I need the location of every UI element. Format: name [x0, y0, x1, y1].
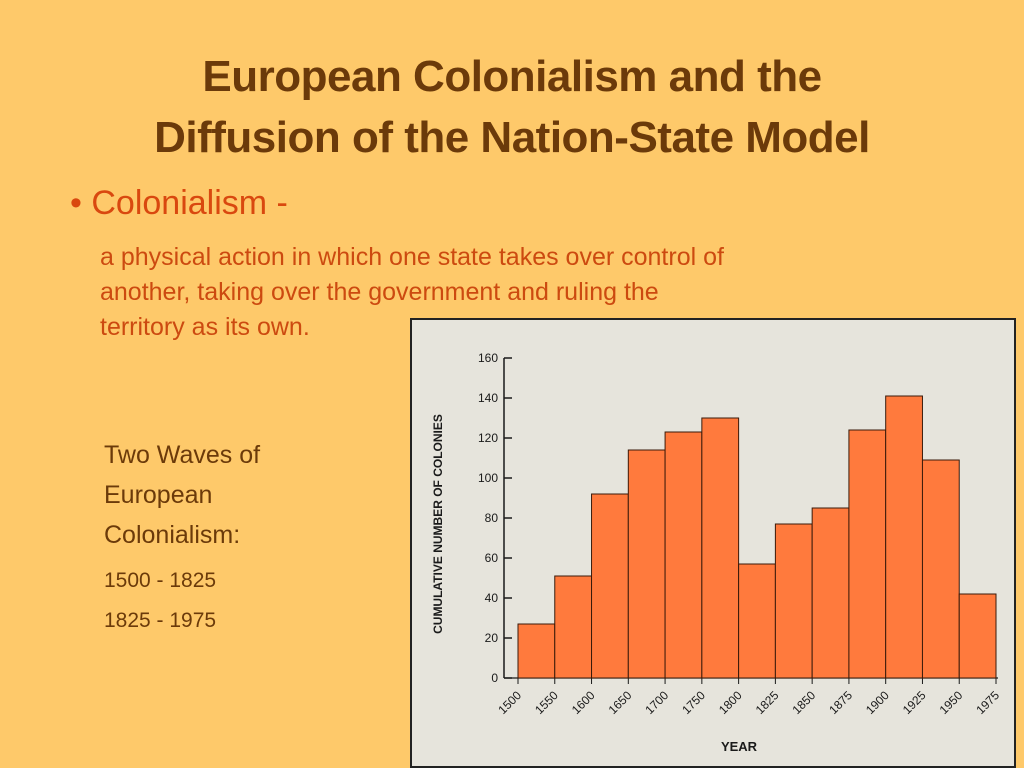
colonialism-waves: Two Waves of European Colonialism: 1500 …	[104, 435, 384, 635]
definition-line-3: territory as its own.	[100, 313, 310, 341]
bar	[517, 623, 556, 679]
y-axis-label: CUMULATIVE NUMBER OF COLONIES	[431, 414, 445, 634]
y-axis: 0 20 40 60 80 100 120 140 160	[478, 351, 512, 685]
x-tick-label: 1975	[973, 688, 1002, 717]
y-tick-label: 60	[485, 551, 499, 565]
bullet-dot-icon: •	[70, 184, 82, 222]
wave-2-range: 1825 - 1975	[104, 609, 217, 632]
waves-heading-line-2: European	[104, 481, 213, 509]
y-tick-label: 0	[491, 671, 498, 685]
x-tick-label: 1825	[753, 688, 782, 717]
y-tick-label: 160	[478, 351, 498, 365]
colonies-chart: 0 20 40 60 80 100 120 140 160 1500 1550 1600 1650 17…	[410, 318, 1016, 768]
slide-title: European Colonialism and the Diffusion o…	[0, 46, 1024, 168]
slide-title-line-1: European Colonialism and the	[202, 52, 822, 101]
y-tick-label: 80	[485, 511, 499, 525]
bars	[517, 395, 997, 679]
x-tick-label: 1875	[826, 688, 855, 717]
colonialism-definition: a physical action in which one state tak…	[100, 240, 960, 345]
bar	[738, 563, 776, 679]
waves-heading: Two Waves of European Colonialism:	[104, 435, 384, 555]
bar	[591, 493, 629, 679]
x-tick-label: 1925	[900, 688, 929, 717]
x-tick-label: 1750	[679, 688, 708, 717]
bar	[848, 429, 887, 679]
bar	[958, 593, 997, 679]
x-tick-label: 1800	[716, 688, 745, 717]
bullet-colonialism: • Colonialism -	[70, 184, 288, 223]
x-tick-label: 1700	[642, 688, 671, 717]
x-tick-label: 1850	[789, 688, 818, 717]
bar	[627, 449, 666, 679]
x-tick-label: 1600	[569, 688, 598, 717]
bar	[664, 431, 703, 679]
bar	[701, 417, 740, 679]
x-axis: 1500 1550 1600 1650 1700 1750 1800 1825 1850 1875…	[495, 677, 1002, 717]
slide-title-line-2: Diffusion of the Nation-State Model	[154, 113, 870, 162]
bar	[811, 507, 850, 679]
x-tick-label: 1900	[863, 688, 892, 717]
wave-1-range: 1500 - 1825	[104, 569, 217, 592]
x-tick-label: 1550	[532, 688, 561, 717]
bullet-term: Colonialism -	[91, 184, 288, 222]
x-tick-label: 1950	[937, 688, 966, 717]
x-tick-label: 1650	[606, 688, 635, 717]
y-tick-label: 140	[478, 391, 498, 405]
bar	[885, 395, 923, 679]
x-tick-label: 1500	[495, 688, 524, 717]
y-tick-label: 120	[478, 431, 498, 445]
y-tick-label: 20	[485, 631, 499, 645]
bar	[921, 459, 960, 679]
definition-line-2: another, taking over the government and …	[100, 278, 659, 306]
y-tick-label: 40	[485, 591, 499, 605]
bar	[774, 523, 813, 679]
x-axis-label: YEAR	[721, 739, 758, 754]
y-tick-label: 100	[478, 471, 498, 485]
definition-line-1: a physical action in which one state tak…	[100, 243, 724, 271]
bar	[554, 575, 593, 679]
waves-heading-line-3: Colonialism:	[104, 521, 241, 549]
waves-heading-line-1: Two Waves of	[104, 441, 261, 469]
